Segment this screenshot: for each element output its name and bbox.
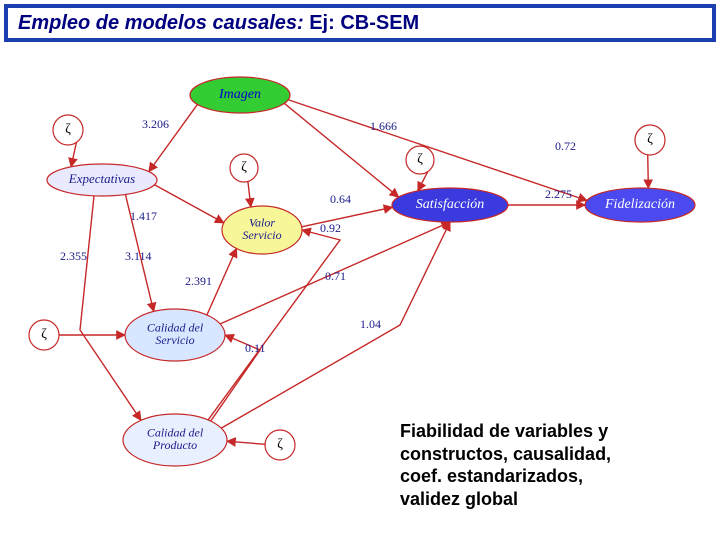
edge-label-expect-valor: 1.417	[130, 209, 157, 223]
node-label-cal_prod: Producto	[152, 438, 197, 452]
edge-label-cal_prod-satisf: 1.04	[360, 317, 381, 331]
edge-z1-expect	[71, 142, 76, 166]
node-label-z4: ζ	[647, 132, 653, 147]
node-label-expect: Expectativas	[68, 171, 135, 186]
edge-expect-cal_prod	[80, 196, 141, 420]
node-label-z3: ζ	[417, 152, 423, 167]
node-label-cal_serv: Servicio	[155, 333, 194, 347]
edge-expect-valor	[154, 185, 223, 223]
node-z4: ζ	[635, 125, 665, 155]
node-label-z6: ζ	[277, 437, 283, 452]
node-label-satisf: Satisfacción	[416, 197, 484, 212]
edge-label-valor-satisf: 0.64	[330, 192, 351, 206]
node-label-z1: ζ	[65, 122, 71, 137]
node-label-valor: Servicio	[242, 228, 281, 242]
edge-label-cal_serv-valor: 2.391	[185, 274, 212, 288]
node-imagen: Imagen	[190, 77, 290, 113]
edge-label-expect-cal_prod: 2.355	[60, 249, 87, 263]
edge-label-cal_prod-cal_serv: 0.11	[245, 341, 266, 355]
edge-cal_prod-valor	[208, 230, 340, 420]
node-label-imagen: Imagen	[218, 87, 261, 102]
node-z3: ζ	[406, 146, 434, 174]
edge-label-imagen-satisf: 1.666	[370, 119, 397, 133]
edge-z6-cal_prod	[227, 441, 265, 444]
node-cal_prod: Calidad delProducto	[123, 414, 227, 466]
node-fidel: Fidelización	[585, 188, 695, 222]
node-label-fidel: Fidelización	[604, 197, 675, 212]
edge-label-cal_serv-satisf: 0.71	[325, 269, 346, 283]
node-z1: ζ	[53, 115, 83, 145]
node-label-z2: ζ	[241, 160, 247, 175]
edge-label-imagen-fidel: 0.72	[555, 139, 576, 153]
node-expect: Expectativas	[47, 164, 157, 196]
node-z5: ζ	[29, 320, 59, 350]
edge-label-satisf-fidel: 2.275	[545, 187, 572, 201]
causal-diagram: 3.206 1.666 0.72 1.417 3.114 2.355 0.64 2.275 2.…	[0, 0, 720, 540]
node-label-z5: ζ	[41, 327, 47, 342]
edge-z2-valor	[248, 181, 251, 207]
edge-label-cal_prod-valor: 0.92	[320, 221, 341, 235]
edge-imagen-fidel	[288, 100, 587, 201]
edge-imagen-expect	[149, 104, 198, 171]
node-z6: ζ	[265, 430, 295, 460]
node-valor: ValorServicio	[222, 206, 302, 254]
edge-valor-satisf	[302, 207, 393, 227]
edge-label-imagen-expect: 3.206	[142, 117, 169, 131]
node-satisf: Satisfacción	[392, 188, 508, 222]
caption-text: Fiabilidad de variables yconstructos, ca…	[400, 420, 611, 510]
edge-z4-fidel	[648, 155, 649, 188]
node-cal_serv: Calidad delServicio	[125, 309, 225, 361]
node-z2: ζ	[230, 154, 258, 182]
edge-label-expect-cal_serv: 3.114	[125, 249, 152, 263]
